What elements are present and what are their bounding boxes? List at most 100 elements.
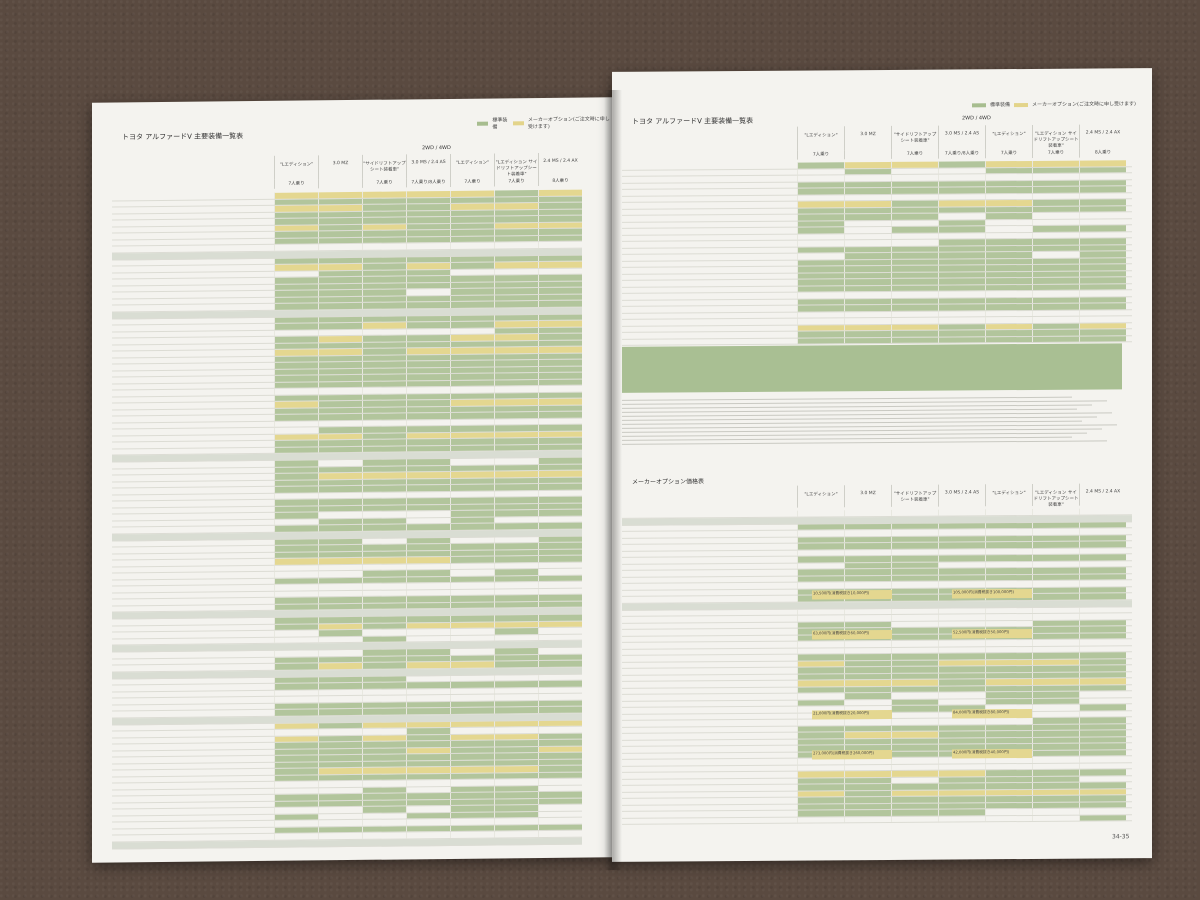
table-cell xyxy=(1032,737,1079,743)
seat-header-cell: 7人乗り xyxy=(985,148,1032,159)
table-cell xyxy=(538,739,582,746)
table-cell xyxy=(362,465,406,472)
table-cell xyxy=(985,717,1032,724)
table-cell xyxy=(362,589,406,596)
table-cell xyxy=(406,635,450,642)
table-cell xyxy=(1079,684,1126,691)
table-cell xyxy=(938,561,985,568)
table-cell xyxy=(318,676,362,683)
table-cell xyxy=(450,734,494,740)
table-cell xyxy=(450,491,494,497)
table-cell xyxy=(274,427,318,434)
table-cell xyxy=(985,665,1032,672)
table-cell xyxy=(1079,743,1126,750)
table-cell xyxy=(318,479,362,486)
table-cell xyxy=(538,444,582,451)
table-cell xyxy=(274,381,318,388)
table-cell xyxy=(938,796,985,803)
table-cell xyxy=(450,445,494,451)
table-cell xyxy=(797,181,844,188)
table-cell xyxy=(318,485,362,492)
table-cell xyxy=(362,780,406,787)
table-cell xyxy=(274,270,318,277)
table-cell xyxy=(494,216,538,223)
table-cell xyxy=(318,689,362,696)
table-cell xyxy=(938,323,985,330)
grade-header-cell: "Lエディション" xyxy=(797,126,844,151)
table-cell xyxy=(362,432,406,439)
table-cell xyxy=(494,556,538,563)
table-cell xyxy=(406,445,450,452)
table-cell xyxy=(844,777,891,784)
table-cell xyxy=(538,209,582,216)
table-cell xyxy=(985,639,1032,646)
table-cell xyxy=(406,721,450,728)
table-cell xyxy=(450,223,494,229)
table-cell xyxy=(797,292,844,299)
table-cell xyxy=(1032,258,1079,264)
table-cell xyxy=(362,682,406,689)
price-cell: 42,000円(消費税抜き40,000円) xyxy=(952,748,1032,759)
table-cell xyxy=(450,380,494,386)
table-cell xyxy=(274,401,318,408)
table-cell xyxy=(406,550,450,557)
table-cell xyxy=(494,811,538,818)
table-cell xyxy=(362,695,406,702)
table-cell xyxy=(494,628,538,635)
table-cell xyxy=(1079,508,1126,515)
table-cell xyxy=(538,464,582,471)
table-cell xyxy=(450,602,494,608)
table-cell xyxy=(362,263,406,270)
table-cell xyxy=(985,329,1032,336)
table-cell xyxy=(494,740,538,747)
table-cell xyxy=(891,562,938,568)
table-cell xyxy=(844,640,891,647)
table-cell xyxy=(406,740,450,747)
table-cell xyxy=(538,660,582,667)
table-cell xyxy=(1032,284,1079,290)
table-cell xyxy=(494,314,538,321)
package-note-band xyxy=(622,343,1122,393)
table-cell xyxy=(538,516,582,523)
table-cell xyxy=(1032,646,1079,652)
table-cell xyxy=(318,761,362,768)
table-cell xyxy=(1079,749,1126,756)
grade-header-cell: 3.0 MZ xyxy=(844,484,891,508)
legend-option-swatch xyxy=(512,121,524,126)
table-cell xyxy=(891,549,938,555)
table-cell xyxy=(538,496,582,503)
table-cell xyxy=(844,304,891,311)
table-cell xyxy=(938,336,985,343)
table-cell xyxy=(538,366,582,373)
table-cell xyxy=(538,287,582,294)
table-cell xyxy=(1079,186,1126,193)
table-cell xyxy=(406,497,450,504)
table-cell xyxy=(844,252,891,259)
grade-header-cell: "Lエディション" xyxy=(450,153,494,178)
table-cell xyxy=(1079,626,1126,633)
table-cell xyxy=(985,730,1032,737)
table-cell xyxy=(494,477,538,484)
table-cell xyxy=(538,333,582,340)
table-cell xyxy=(362,472,406,479)
table-cell xyxy=(494,444,538,451)
table-cell xyxy=(938,574,985,581)
table-cell xyxy=(450,256,494,262)
table-cell xyxy=(1032,173,1079,180)
table-cell xyxy=(494,431,538,438)
table-cell xyxy=(318,230,362,237)
table-cell xyxy=(844,614,891,621)
table-cell xyxy=(538,437,582,444)
table-cell xyxy=(891,311,938,317)
table-cell xyxy=(538,509,582,516)
table-cell xyxy=(844,575,891,582)
table-cell xyxy=(797,201,844,208)
table-cell xyxy=(1032,789,1079,795)
table-cell xyxy=(450,210,494,216)
table-cell xyxy=(1079,205,1126,212)
table-cell xyxy=(797,168,844,175)
table-cell xyxy=(797,188,844,195)
table-cell xyxy=(274,336,318,343)
table-cell xyxy=(938,802,985,809)
table-cell xyxy=(891,246,938,252)
